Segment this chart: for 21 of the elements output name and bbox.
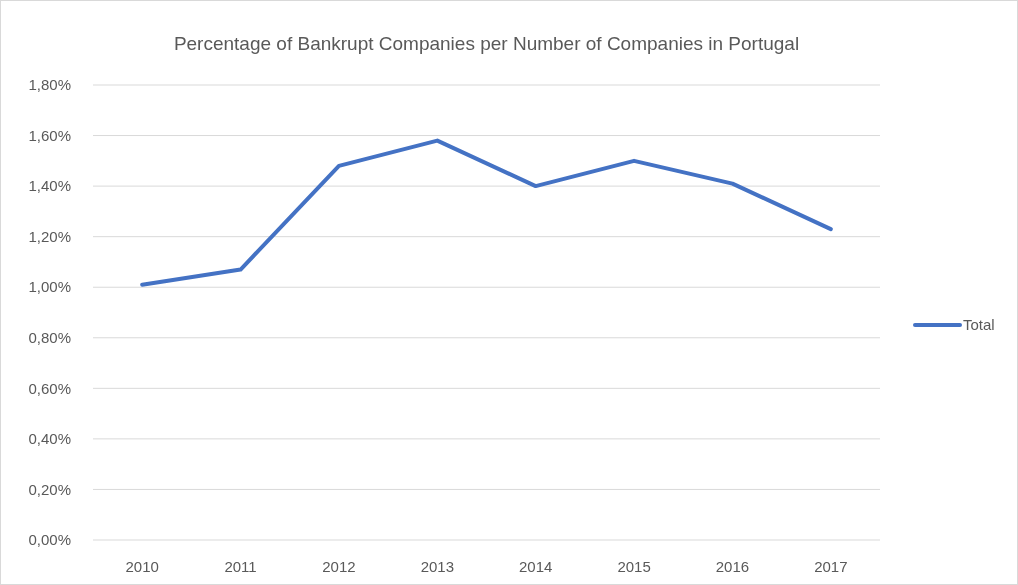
x-tick-label: 2014: [519, 558, 553, 575]
x-tick-label: 2015: [617, 558, 651, 575]
x-tick-label: 2017: [814, 558, 848, 575]
y-tick-label: 0,00%: [28, 531, 71, 549]
x-tick-label: 2012: [322, 558, 356, 575]
x-tick-label: 2016: [715, 558, 750, 575]
y-tick-label: 0,60%: [28, 379, 71, 397]
line-series: [140, 138, 833, 287]
legend-label: Total: [963, 316, 995, 334]
x-tick-label: 2011: [224, 558, 257, 575]
x-tick-label: 2010: [125, 558, 159, 575]
x-tick-label: 2013: [420, 558, 454, 575]
y-tick-label: 1,80%: [28, 76, 71, 94]
y-tick-label: 1,20%: [28, 227, 71, 245]
y-tick-label: 0,20%: [28, 480, 71, 498]
chart-title: Percentage of Bankrupt Companies per Number of Companies in Portugal: [173, 33, 800, 54]
y-tick-label: 1,40%: [28, 177, 71, 195]
y-tick-label: 1,00%: [28, 278, 71, 296]
y-tick-label: 0,40%: [28, 430, 71, 448]
y-tick-label: 1,60%: [28, 126, 71, 144]
y-tick-label: 0,80%: [28, 329, 71, 347]
